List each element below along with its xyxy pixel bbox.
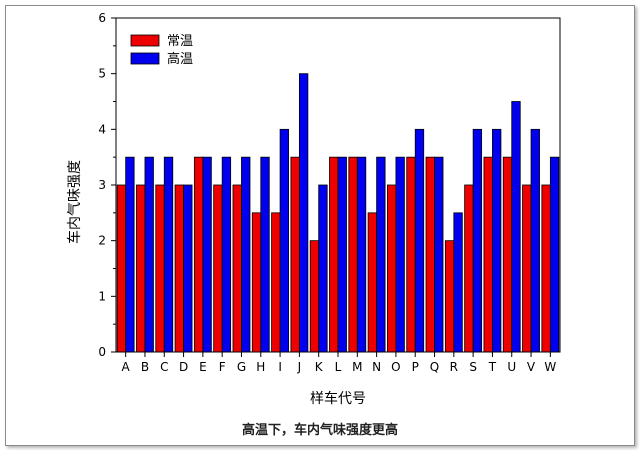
bar-normal-V (522, 184, 532, 353)
x-tick-label-S: S (469, 360, 477, 374)
bar-high-K (318, 184, 328, 353)
x-tick-label-R: R (450, 360, 458, 374)
legend-swatch-high (130, 52, 160, 65)
bar-high-V (530, 128, 540, 353)
bar-normal-S (464, 184, 474, 353)
legend-label-normal: 常温 (167, 34, 193, 49)
x-tick-label-V: V (527, 360, 536, 374)
x-tick-label-Q: Q (430, 360, 439, 374)
axes-group: 0 1 2 3 4 5 6 A B C D E F G H I J K L M N O P Q R S T U V W (98, 11, 561, 374)
x-tick-label-D: D (179, 360, 188, 374)
legend-swatch-normal (130, 34, 160, 47)
bar-normal-H (251, 212, 262, 353)
x-tick-label-A: A (122, 360, 131, 374)
bar-high-N (376, 156, 386, 353)
x-tick-label-W: W (544, 360, 556, 374)
bar-normal-D (174, 184, 184, 353)
bar-high-B (144, 156, 154, 353)
bar-normal-N (367, 212, 378, 353)
bar-normal-W (541, 184, 551, 353)
bar-high-T (492, 128, 502, 353)
x-tick-label-N: N (372, 360, 381, 374)
bar-high-W (549, 156, 560, 353)
bar-normal-P (406, 156, 416, 353)
bar-high-F (221, 156, 232, 353)
bar-normal-A (116, 184, 127, 353)
bar-high-Q (434, 156, 444, 353)
bar-high-S (472, 128, 483, 353)
bar-high-J (298, 73, 309, 353)
bar-high-M (356, 156, 367, 353)
y-tick-label: 6 (98, 11, 106, 25)
bar-normal-M (348, 156, 358, 353)
bar-normal-F (213, 184, 223, 353)
bar-high-A (125, 156, 135, 353)
bar-normal-U (502, 156, 513, 353)
bar-normal-J (290, 156, 300, 353)
y-tick-label: 1 (98, 289, 106, 303)
y-tick-label: 2 (98, 234, 106, 248)
bar-high-H (260, 156, 270, 353)
x-tick-label-M: M (352, 360, 362, 374)
bar-high-C (163, 156, 174, 353)
x-tick-label-I: I (278, 360, 282, 374)
x-tick-label-O: O (391, 360, 400, 374)
x-tick-label-F: F (219, 360, 226, 374)
bar-normal-L (329, 156, 339, 353)
bar-normal-E (193, 156, 204, 353)
y-tick-label: 4 (98, 122, 106, 136)
x-tick-label-T: T (488, 360, 497, 374)
x-tick-label-U: U (507, 360, 516, 374)
x-tick-label-H: H (256, 360, 265, 374)
bar-normal-G (232, 184, 242, 353)
bar-normal-R (444, 240, 455, 353)
bar-high-U (511, 101, 521, 353)
bar-high-L (337, 156, 347, 353)
bar-normal-Q (425, 156, 435, 353)
x-tick-label-E: E (199, 360, 207, 374)
bar-normal-B (136, 184, 146, 353)
x-tick-label-G: G (237, 360, 246, 374)
bar-normal-I (271, 212, 281, 353)
bar-high-I (279, 128, 289, 353)
legend-label-high: 高温 (167, 51, 193, 67)
x-tick-label-C: C (160, 360, 168, 374)
bar-high-E (202, 156, 212, 353)
x-tick-label-L: L (335, 360, 342, 374)
y-tick-label: 5 (98, 67, 106, 81)
y-axis-label: 车内气味强度 (66, 160, 83, 244)
x-tick-label-J: J (297, 360, 302, 374)
bar-high-P (414, 128, 425, 353)
y-tick-label: 3 (98, 178, 106, 192)
bar-high-R (453, 212, 463, 353)
x-tick-label-B: B (141, 360, 149, 374)
bar-high-O (395, 156, 405, 353)
bar-normal-C (155, 184, 165, 353)
bar-normal-K (309, 240, 320, 353)
y-tick-label: 0 (98, 345, 106, 359)
x-axis-label: 样车代号 (310, 390, 366, 407)
bar-normal-O (387, 184, 397, 353)
bar-high-D (183, 184, 193, 353)
bar-high-G (241, 156, 251, 353)
chart-caption: 高温下，车内气味强度更高 (241, 423, 398, 438)
bars-group (116, 73, 560, 353)
x-tick-label-P: P (412, 360, 419, 374)
bar-normal-T (483, 156, 493, 353)
x-tick-label-K: K (315, 360, 324, 374)
